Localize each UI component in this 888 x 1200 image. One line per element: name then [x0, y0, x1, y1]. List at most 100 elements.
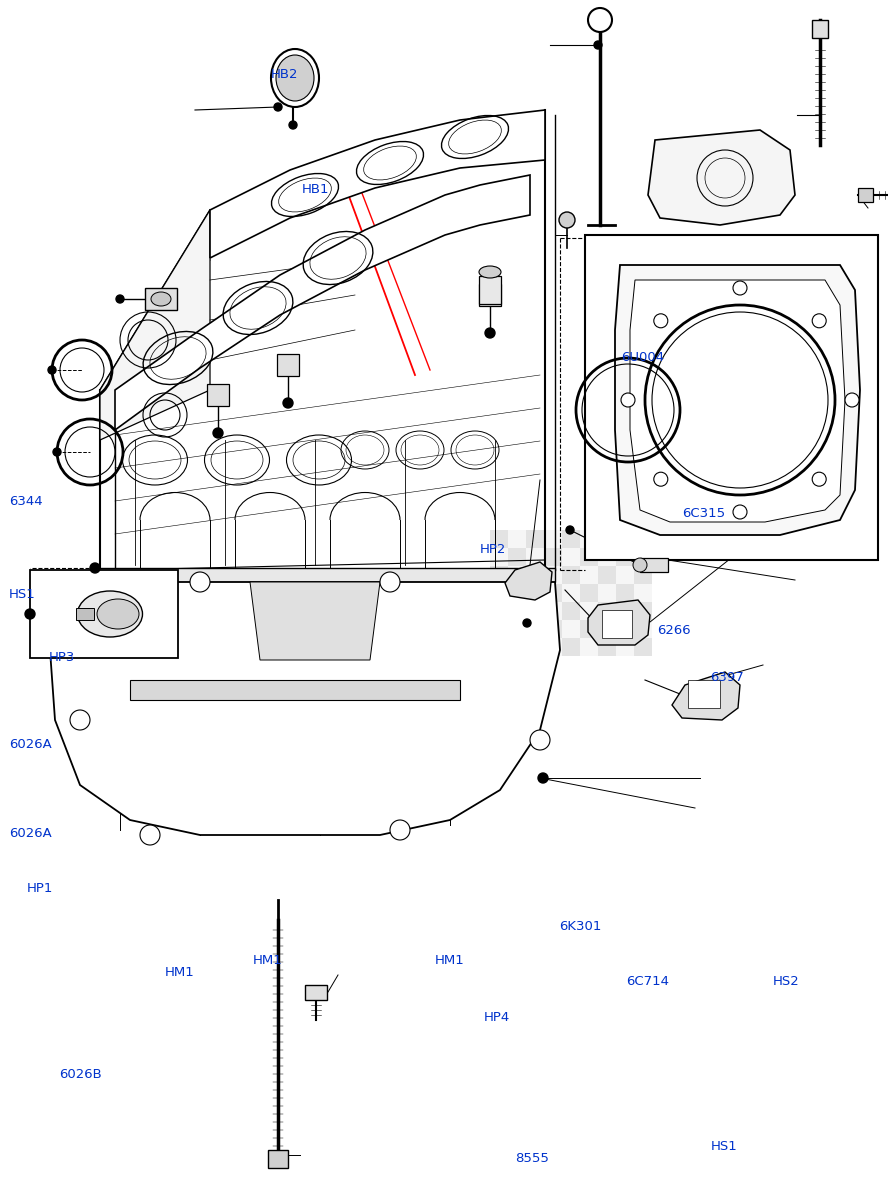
- Bar: [490, 548, 508, 566]
- Circle shape: [70, 710, 90, 730]
- Text: Scuderia: Scuderia: [190, 622, 396, 662]
- Bar: [688, 680, 720, 708]
- Circle shape: [523, 619, 531, 626]
- Bar: [490, 620, 508, 638]
- Circle shape: [289, 121, 297, 128]
- Bar: [580, 530, 598, 548]
- Text: 6C315: 6C315: [682, 508, 725, 520]
- Text: 6K301: 6K301: [559, 920, 602, 932]
- Text: HM1: HM1: [253, 954, 283, 966]
- Circle shape: [530, 730, 550, 750]
- Ellipse shape: [77, 590, 142, 637]
- Bar: [598, 548, 616, 566]
- Bar: [490, 602, 508, 620]
- Bar: [562, 566, 580, 584]
- Bar: [616, 602, 634, 620]
- Text: 6U004: 6U004: [622, 352, 665, 364]
- Polygon shape: [588, 600, 650, 646]
- Bar: [598, 602, 616, 620]
- Circle shape: [390, 820, 410, 840]
- Bar: [598, 638, 616, 656]
- Bar: [544, 602, 562, 620]
- Text: c a r   p a r t s: c a r p a r t s: [223, 584, 363, 602]
- Circle shape: [140, 826, 160, 845]
- Bar: [634, 584, 652, 602]
- Bar: [562, 638, 580, 656]
- Bar: [508, 566, 526, 584]
- Text: 6397: 6397: [710, 672, 744, 684]
- Bar: [490, 530, 508, 548]
- Bar: [479, 276, 501, 304]
- Polygon shape: [630, 280, 845, 522]
- Bar: [634, 566, 652, 584]
- Circle shape: [530, 572, 550, 592]
- Ellipse shape: [276, 55, 314, 101]
- Bar: [268, 1150, 288, 1168]
- Bar: [544, 584, 562, 602]
- Text: 6026A: 6026A: [9, 738, 52, 750]
- Circle shape: [733, 281, 747, 295]
- Bar: [544, 566, 562, 584]
- Bar: [616, 638, 634, 656]
- Bar: [616, 584, 634, 602]
- Circle shape: [621, 392, 635, 407]
- Bar: [598, 530, 616, 548]
- Polygon shape: [648, 130, 795, 226]
- Bar: [580, 548, 598, 566]
- Polygon shape: [130, 680, 460, 700]
- Polygon shape: [672, 672, 740, 720]
- Bar: [526, 584, 544, 602]
- Ellipse shape: [151, 292, 171, 306]
- Bar: [526, 602, 544, 620]
- Circle shape: [190, 572, 210, 592]
- Bar: [598, 584, 616, 602]
- Circle shape: [485, 328, 495, 338]
- Text: HS1: HS1: [710, 1140, 737, 1152]
- Bar: [544, 620, 562, 638]
- Bar: [580, 620, 598, 638]
- Bar: [490, 584, 508, 602]
- Bar: [145, 288, 177, 310]
- Bar: [580, 566, 598, 584]
- Bar: [30, 570, 178, 658]
- Circle shape: [25, 608, 35, 619]
- Bar: [562, 584, 580, 602]
- Polygon shape: [92, 568, 555, 582]
- Bar: [616, 548, 634, 566]
- Bar: [479, 284, 501, 306]
- Bar: [640, 558, 668, 572]
- Polygon shape: [615, 265, 860, 535]
- Bar: [562, 602, 580, 620]
- Bar: [76, 608, 94, 620]
- Bar: [616, 620, 634, 638]
- Circle shape: [588, 8, 612, 32]
- Circle shape: [213, 428, 223, 438]
- Circle shape: [559, 212, 575, 228]
- Bar: [562, 530, 580, 548]
- Bar: [526, 530, 544, 548]
- Bar: [508, 620, 526, 638]
- Text: 6344: 6344: [9, 496, 43, 508]
- Polygon shape: [50, 582, 560, 835]
- Text: HP2: HP2: [480, 544, 506, 556]
- Circle shape: [283, 398, 293, 408]
- Bar: [602, 610, 632, 638]
- Polygon shape: [250, 582, 380, 660]
- Text: HB2: HB2: [271, 68, 298, 80]
- Bar: [858, 188, 873, 202]
- Circle shape: [538, 773, 548, 782]
- Bar: [562, 548, 580, 566]
- Text: HS1: HS1: [9, 588, 36, 600]
- Bar: [598, 566, 616, 584]
- Bar: [526, 620, 544, 638]
- Bar: [508, 602, 526, 620]
- Bar: [562, 620, 580, 638]
- Polygon shape: [210, 110, 545, 258]
- Bar: [634, 638, 652, 656]
- Bar: [580, 602, 598, 620]
- Circle shape: [566, 526, 574, 534]
- Text: 6C714: 6C714: [626, 976, 669, 988]
- Bar: [634, 620, 652, 638]
- Polygon shape: [115, 175, 530, 430]
- Circle shape: [82, 572, 102, 592]
